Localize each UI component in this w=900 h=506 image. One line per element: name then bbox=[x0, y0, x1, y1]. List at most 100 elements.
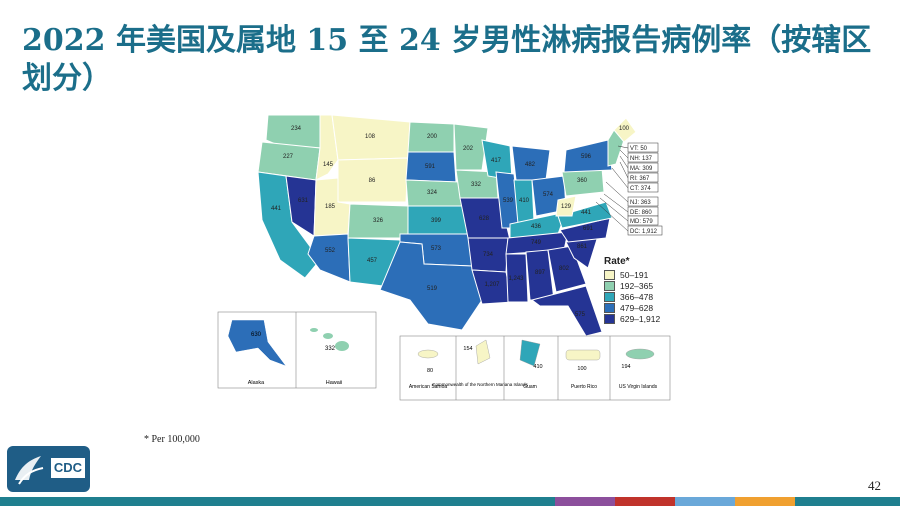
territory-cnmi bbox=[475, 339, 491, 365]
map-legend: Rate* 50–191 192–365 366–478 479–628 629… bbox=[604, 256, 660, 324]
state-HI-1 bbox=[310, 328, 318, 332]
label-AL: 897 bbox=[535, 270, 546, 276]
cdc-logo-text: CDC bbox=[51, 458, 85, 478]
svg-text:154: 154 bbox=[463, 346, 472, 352]
footnote: * Per 100,000 bbox=[144, 434, 200, 445]
label-AR: 734 bbox=[483, 252, 494, 258]
svg-text:RI: 367: RI: 367 bbox=[630, 176, 650, 182]
label-CO: 326 bbox=[373, 218, 384, 224]
slide-title: 2022 年美国及属地 15 至 24 岁男性淋病报告病例率（按辖区划分） bbox=[22, 23, 872, 96]
inset-alaska-hawaii: 630 332 Alaska Hawaii bbox=[217, 311, 377, 389]
state-AK bbox=[227, 319, 287, 367]
territory-label-cnmi: Commonwealth of the Northern Mariana Isl… bbox=[432, 382, 528, 387]
state-HI-3 bbox=[335, 341, 349, 351]
territory-label-puerto-rico: Puerto Rico bbox=[571, 384, 597, 390]
label-AZ: 552 bbox=[325, 248, 336, 254]
label-MI: 482 bbox=[525, 162, 536, 168]
callout-ct: CT: 374 bbox=[611, 167, 659, 193]
footer-segment bbox=[555, 497, 615, 506]
legend-swatch bbox=[604, 291, 615, 302]
callout-ma: MA: 309 bbox=[619, 155, 659, 173]
footer-color-bar bbox=[0, 497, 900, 506]
label-KY: 436 bbox=[531, 224, 542, 230]
legend-item: 192–365 bbox=[604, 280, 660, 291]
label-PA: 360 bbox=[577, 178, 588, 184]
svg-text:194: 194 bbox=[621, 364, 630, 370]
state-VA bbox=[557, 201, 613, 229]
inset-territories: 80 154 410 100 194 American Samoa Common… bbox=[399, 335, 671, 401]
callout-nh: NH: 137 bbox=[619, 149, 659, 163]
page-number: 42 bbox=[868, 478, 881, 493]
label-ID: 145 bbox=[323, 162, 334, 168]
callout-dc: DC: 1,912 bbox=[595, 201, 663, 236]
territory-label-guam: Guam bbox=[523, 384, 537, 390]
label-IL: 539 bbox=[503, 198, 514, 204]
label-WI: 417 bbox=[491, 158, 502, 164]
hhs-eagle-icon bbox=[15, 456, 44, 485]
state-NE-states bbox=[607, 129, 625, 167]
legend-swatch bbox=[604, 302, 615, 313]
legend-item: 629–1,912 bbox=[604, 313, 660, 324]
legend-swatch bbox=[604, 269, 615, 280]
state-MN bbox=[453, 123, 489, 171]
legend-item: 366–478 bbox=[604, 291, 660, 302]
northeast-callouts: VT: 50 NH: 137 MA: 309 RI: 367 CT: 374 N… bbox=[595, 142, 663, 236]
label-LA: 1,207 bbox=[484, 282, 500, 288]
state-TX bbox=[379, 241, 483, 331]
territory-american-samoa bbox=[417, 349, 439, 359]
label-MO: 628 bbox=[479, 216, 490, 222]
state-HI-2 bbox=[323, 333, 333, 339]
state-NY bbox=[563, 139, 613, 173]
legend-item: 50–191 bbox=[604, 269, 660, 280]
svg-text:410: 410 bbox=[533, 364, 542, 370]
svg-text:NH: 137: NH: 137 bbox=[630, 156, 653, 162]
label-UT: 185 bbox=[325, 204, 336, 210]
legend-item: 479–628 bbox=[604, 302, 660, 313]
label-MS: 1,243 bbox=[508, 276, 524, 282]
svg-text:MD: 579: MD: 579 bbox=[630, 219, 653, 225]
svg-text:NJ: 363: NJ: 363 bbox=[630, 200, 651, 206]
label-NY: 596 bbox=[581, 154, 592, 160]
state-labels: 234 227 441 631 145 108 86 185 552 326 4… bbox=[271, 126, 630, 318]
label-OR: 227 bbox=[283, 154, 294, 160]
label-ND: 200 bbox=[427, 134, 438, 140]
state-shapes bbox=[257, 114, 637, 337]
label-WV: 129 bbox=[561, 204, 572, 210]
state-MS bbox=[505, 253, 529, 303]
label-VA: 441 bbox=[581, 210, 592, 216]
callout-vt: VT: 50 bbox=[617, 142, 659, 153]
state-GA bbox=[547, 245, 587, 293]
label-ME: 100 bbox=[619, 126, 630, 132]
label-GA: 802 bbox=[559, 266, 570, 272]
label-MT: 108 bbox=[365, 134, 376, 140]
label-CA: 441 bbox=[271, 206, 282, 212]
label-OH: 574 bbox=[543, 192, 554, 198]
label-KS: 399 bbox=[431, 218, 442, 224]
label-TX: 519 bbox=[427, 286, 438, 292]
label-AK: 630 bbox=[251, 332, 262, 338]
inset-label-alaska: Alaska bbox=[248, 380, 265, 386]
label-SD: 591 bbox=[425, 164, 436, 170]
state-WV bbox=[555, 195, 577, 217]
footer-segment bbox=[795, 497, 900, 506]
label-HI: 332 bbox=[325, 346, 336, 352]
svg-text:CT: 374: CT: 374 bbox=[630, 186, 651, 192]
label-MN: 202 bbox=[463, 146, 474, 152]
svg-text:MA: 309: MA: 309 bbox=[630, 166, 653, 172]
callout-ri: RI: 367 bbox=[619, 161, 659, 183]
legend-title: Rate* bbox=[604, 256, 630, 267]
footer-segment bbox=[735, 497, 795, 506]
footer-segment bbox=[0, 497, 555, 506]
svg-text:VT: 50: VT: 50 bbox=[630, 146, 648, 152]
label-NC: 691 bbox=[583, 226, 594, 232]
territory-puerto-rico bbox=[565, 349, 601, 361]
state-ME bbox=[613, 117, 637, 143]
label-NV: 631 bbox=[298, 198, 309, 204]
footer-segment bbox=[675, 497, 735, 506]
label-FL: 575 bbox=[575, 312, 586, 318]
choropleth-map: 234 227 441 631 145 108 86 185 552 326 4… bbox=[210, 110, 710, 410]
cdc-logo: CDC bbox=[7, 446, 90, 492]
label-IA: 332 bbox=[471, 182, 482, 188]
footer-segment bbox=[615, 497, 675, 506]
territory-guam bbox=[519, 339, 541, 367]
